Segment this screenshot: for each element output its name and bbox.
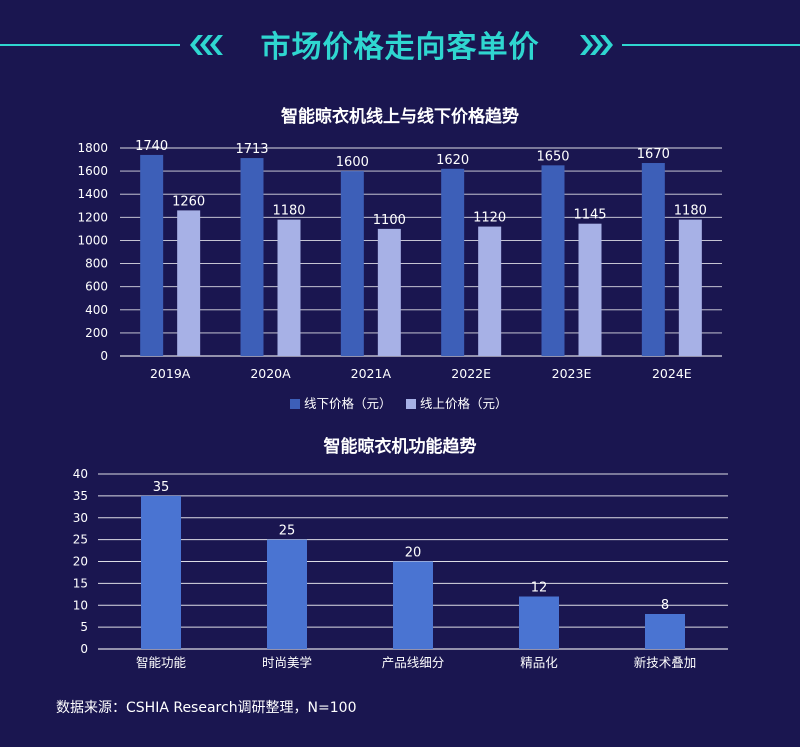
bar-online bbox=[478, 226, 502, 356]
data-label: 1120 bbox=[473, 211, 506, 226]
y-tick-label: 25 bbox=[73, 533, 88, 547]
data-label: 1180 bbox=[674, 204, 707, 219]
chevron-left-icon bbox=[190, 35, 223, 55]
bar-offline bbox=[541, 165, 565, 356]
bar-offline bbox=[240, 158, 264, 356]
data-label: 1180 bbox=[272, 204, 305, 219]
bar-offline bbox=[340, 171, 364, 356]
data-label: 1100 bbox=[373, 213, 406, 228]
data-label: 35 bbox=[153, 480, 170, 495]
legend-swatch bbox=[290, 399, 300, 409]
price-trend-chart: 智能晾衣机线上与线下价格趋势 0 200 400 600 800 1000 1200 1400 1… bbox=[77, 106, 722, 411]
y-tick-label: 1400 bbox=[77, 187, 108, 201]
data-label: 1145 bbox=[573, 208, 606, 223]
bar-function bbox=[393, 561, 433, 649]
x-tick-label: 产品线细分 bbox=[382, 655, 445, 670]
x-tick-label: 2019A bbox=[150, 366, 191, 381]
x-tick-label: 2024E bbox=[652, 366, 692, 381]
data-label: 25 bbox=[279, 524, 296, 539]
legend-swatch bbox=[406, 399, 416, 409]
y-tick-label: 400 bbox=[85, 303, 108, 317]
data-label: 20 bbox=[405, 546, 422, 561]
bar-online bbox=[377, 228, 401, 356]
y-tick-label: 200 bbox=[85, 326, 108, 340]
bar-function bbox=[519, 596, 559, 649]
x-tick-label: 2021A bbox=[351, 366, 392, 381]
y-tick-label: 15 bbox=[73, 576, 88, 590]
data-source-note: 数据来源：CSHIA Research调研整理，N=100 bbox=[56, 700, 357, 716]
x-tick-label: 智能功能 bbox=[136, 655, 187, 670]
data-label: 1650 bbox=[536, 149, 569, 164]
y-tick-label: 600 bbox=[85, 280, 108, 294]
x-tick-label: 2022E bbox=[451, 366, 491, 381]
bar-online bbox=[177, 210, 201, 356]
data-label: 1620 bbox=[436, 153, 469, 168]
bar-function bbox=[141, 495, 181, 649]
x-tick-label: 2023E bbox=[552, 366, 592, 381]
page-title: 市场价格走向客单价 bbox=[260, 30, 540, 65]
y-tick-label: 800 bbox=[85, 257, 108, 271]
y-tick-label: 0 bbox=[100, 349, 108, 363]
y-tick-label: 10 bbox=[73, 598, 88, 612]
bar-offline bbox=[441, 168, 465, 356]
y-tick-label: 1000 bbox=[77, 233, 108, 247]
legend-label: 线下价格（元） bbox=[304, 396, 392, 411]
data-label: 1260 bbox=[172, 194, 205, 209]
y-tick-label: 0 bbox=[80, 642, 88, 656]
bar-function bbox=[267, 539, 307, 649]
page-header: 市场价格走向客单价 bbox=[0, 0, 800, 90]
chart-title: 智能晾衣机线上与线下价格趋势 bbox=[281, 106, 519, 127]
data-label: 1600 bbox=[336, 155, 369, 170]
y-tick-label: 35 bbox=[73, 489, 88, 503]
chart-title: 智能晾衣机功能趋势 bbox=[324, 436, 477, 457]
y-tick-label: 20 bbox=[73, 555, 88, 569]
bar-offline bbox=[641, 163, 665, 356]
y-tick-label: 5 bbox=[80, 620, 88, 634]
bar-online bbox=[678, 219, 702, 356]
data-label: 1713 bbox=[235, 142, 268, 157]
y-tick-label: 1200 bbox=[77, 210, 108, 224]
data-label: 1670 bbox=[637, 147, 670, 162]
y-tick-label: 1800 bbox=[77, 141, 108, 155]
legend-label: 线上价格（元） bbox=[420, 396, 508, 411]
data-label: 8 bbox=[661, 598, 669, 613]
bar-online bbox=[578, 223, 602, 356]
bar-function bbox=[645, 614, 685, 649]
data-label: 1740 bbox=[135, 139, 168, 154]
x-tick-label: 时尚美学 bbox=[262, 655, 312, 670]
chevron-right-icon bbox=[580, 35, 613, 55]
data-label: 12 bbox=[531, 581, 548, 596]
bar-online bbox=[277, 219, 301, 356]
x-tick-label: 精品化 bbox=[520, 655, 558, 670]
x-tick-label: 新技术叠加 bbox=[634, 655, 697, 670]
y-tick-label: 1600 bbox=[77, 164, 108, 178]
y-tick-label: 40 bbox=[73, 467, 88, 481]
header-decoration bbox=[0, 35, 800, 55]
bar-offline bbox=[140, 154, 164, 356]
y-tick-label: 30 bbox=[73, 511, 88, 525]
function-trend-chart: 智能晾衣机功能趋势 0 5 10 15 20 25 30 35 40 35 智能功能 25 时尚美学 20 产… bbox=[73, 436, 728, 670]
x-tick-label: 2020A bbox=[250, 366, 291, 381]
